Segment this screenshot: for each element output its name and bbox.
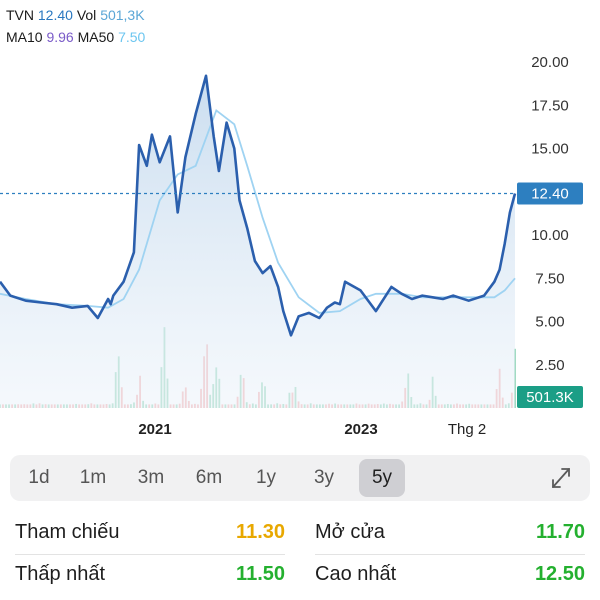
legend-ma50-label: MA50 xyxy=(77,29,115,45)
legend-price: 12.40 xyxy=(37,7,73,23)
tab-1y[interactable]: 1y xyxy=(255,467,277,488)
tab-3m[interactable]: 3m xyxy=(137,467,165,488)
y-tick-label: 2.50 xyxy=(535,357,564,374)
stat-low: Thấp nhất 11.50 xyxy=(15,554,285,594)
tab-1d[interactable]: 1d xyxy=(28,467,50,488)
high-label: Cao nhất xyxy=(315,563,397,585)
legend-vol-label: Vol xyxy=(76,7,97,23)
range-selector: 1d 1m 3m 6m 1y 3y 5y xyxy=(10,455,590,501)
price-line xyxy=(0,74,517,337)
low-value: 11.50 xyxy=(236,563,285,585)
stat-open: Mở cửa 11.70 xyxy=(315,512,585,552)
high-value: 12.50 xyxy=(534,563,585,585)
volume-badge: 501.3K xyxy=(517,386,583,408)
price-area xyxy=(0,75,515,409)
last-price-badge: 12.40 xyxy=(517,182,583,205)
tab-6m[interactable]: 6m xyxy=(195,467,223,488)
divider xyxy=(15,554,285,555)
tab-3y[interactable]: 3y xyxy=(313,467,335,488)
y-tick-label: 17.50 xyxy=(531,97,569,114)
reference-value: 11.30 xyxy=(236,521,285,543)
open-value: 11.70 xyxy=(536,521,585,543)
y-tick-label: 7.50 xyxy=(535,270,564,287)
legend-vol-value: 501,3K xyxy=(100,7,145,23)
x-tick-label: 2023 xyxy=(344,421,377,438)
expand-arrows-icon xyxy=(552,468,570,488)
reference-label: Tham chiếu xyxy=(15,521,120,543)
last-price-label: 12.40 xyxy=(531,185,569,202)
y-tick-label: 20.00 xyxy=(531,54,569,71)
chart-legend: TVN 12.40 Vol 501,3K MA10 9.96 MA50 7.50 xyxy=(6,4,145,48)
legend-ma10-label: MA10 xyxy=(6,29,43,45)
x-tick-label: Thg 2 xyxy=(448,421,486,438)
stat-high: Cao nhất 12.50 xyxy=(315,554,585,594)
low-label: Thấp nhất xyxy=(15,563,106,585)
volume-label: 501.3K xyxy=(526,389,574,406)
divider xyxy=(315,554,585,555)
y-tick-label: 15.00 xyxy=(531,141,569,158)
tab-5y[interactable]: 5y xyxy=(359,459,405,497)
tab-1m[interactable]: 1m xyxy=(79,467,107,488)
open-label: Mở cửa xyxy=(315,521,385,543)
ticker-symbol: TVN xyxy=(6,7,34,23)
y-tick-label: 5.00 xyxy=(535,314,564,331)
expand-chart-button[interactable] xyxy=(546,455,576,501)
legend-ma50-value: 7.50 xyxy=(118,29,146,45)
x-axis: 2021 2023 Thg 2 xyxy=(138,421,486,438)
y-tick-label: 10.00 xyxy=(531,227,569,244)
x-tick-label: 2021 xyxy=(138,421,171,438)
stat-reference: Tham chiếu 11.30 xyxy=(15,512,285,552)
legend-ma10-value: 9.96 xyxy=(46,29,74,45)
